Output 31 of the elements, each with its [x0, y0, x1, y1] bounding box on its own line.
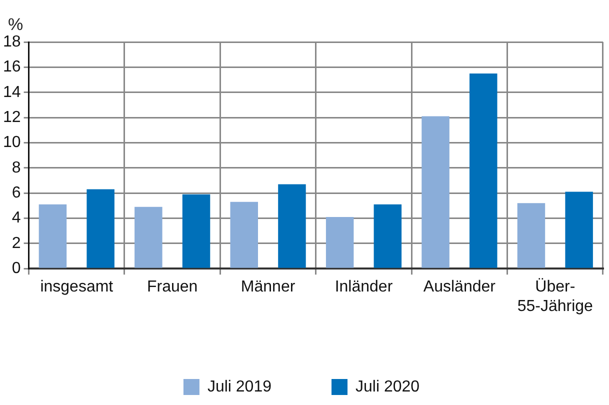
bar [422, 116, 450, 268]
bar [374, 204, 402, 268]
bar [470, 73, 498, 268]
x-tick-label: Frauen [146, 278, 198, 296]
bar [517, 203, 546, 268]
y-tick-label: 6 [12, 184, 21, 202]
x-tick-label: Männer [240, 278, 296, 296]
y-tick-label: 8 [12, 159, 21, 176]
y-tick-label: 18 [3, 33, 21, 50]
bar [565, 192, 593, 268]
y-tick-label: 0 [12, 260, 21, 278]
legend-label: Juli 2019 [207, 378, 272, 396]
y-tick-label: 16 [3, 58, 21, 76]
y-tick-label: 4 [12, 210, 21, 227]
y-tick-label: 2 [12, 234, 21, 252]
x-tick-label: Inländer [334, 278, 394, 296]
x-tick-label: Ausländer [423, 278, 496, 296]
bar [182, 194, 210, 268]
bar [134, 206, 162, 268]
bar [38, 204, 67, 268]
y-tick-label: 10 [3, 134, 21, 152]
x-tick-label: Über-55-Jährige [517, 278, 594, 315]
y-axis-title: % [8, 15, 24, 34]
y-tick-label: 12 [3, 108, 21, 126]
bar [86, 189, 114, 268]
bar [278, 184, 306, 268]
y-tick-label: 14 [3, 84, 21, 101]
bar [326, 216, 354, 268]
legend-label: Juli 2020 [356, 378, 420, 396]
x-tick-label: insgesamt [40, 278, 114, 296]
bar [230, 202, 258, 268]
